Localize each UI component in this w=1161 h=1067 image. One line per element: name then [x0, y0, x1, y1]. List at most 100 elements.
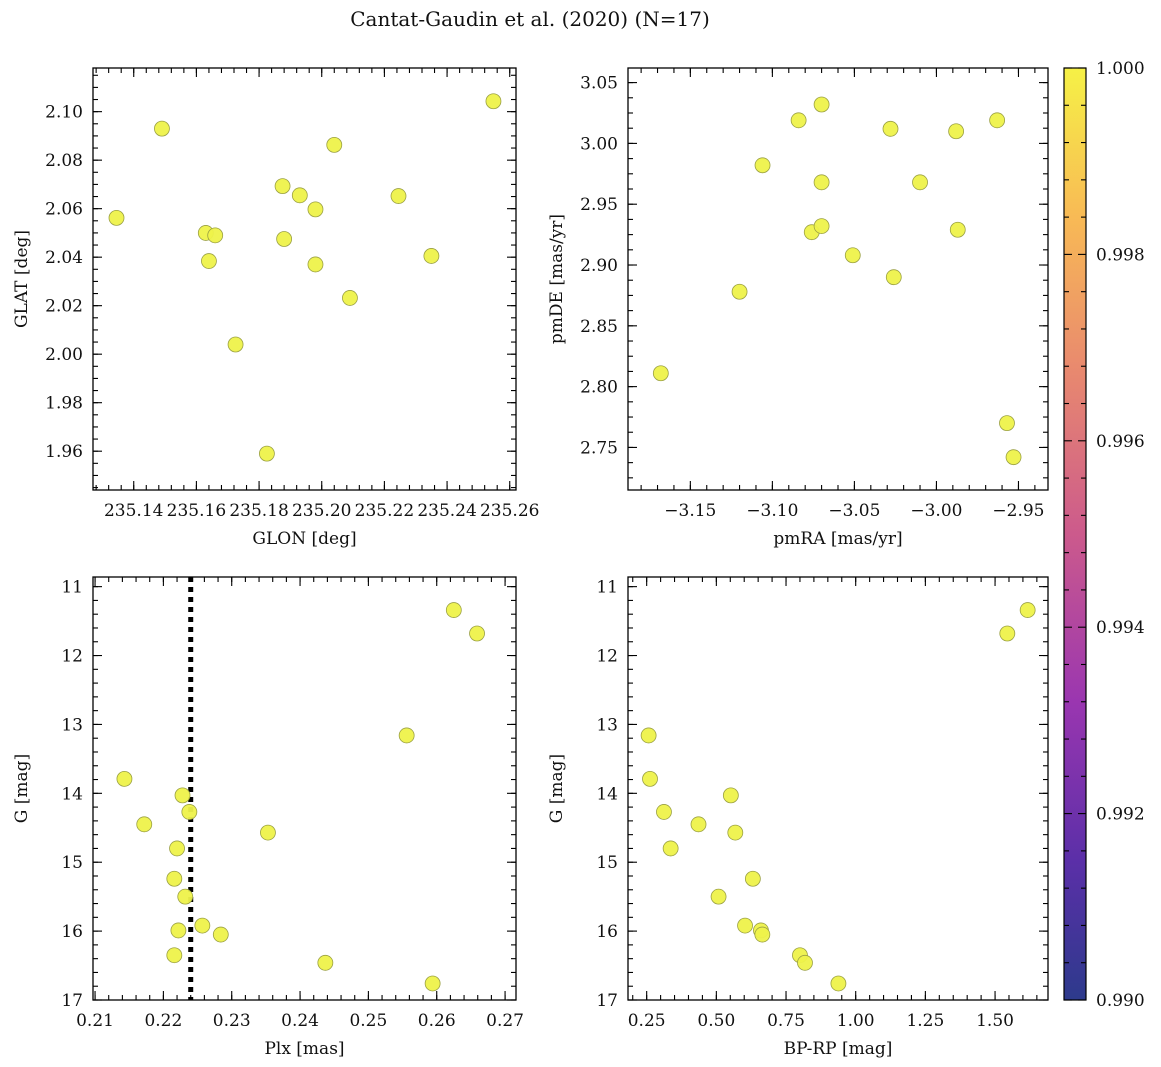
colorbar-ticks: 0.990 0.992 0.994 0.996 0.998 1.000: [1064, 59, 1145, 1011]
data-point: [1019, 602, 1036, 618]
data-point: [642, 770, 658, 787]
data-point: [424, 975, 441, 992]
y-tick-label: 15: [61, 853, 83, 873]
data-point: [727, 824, 744, 841]
data-point: [177, 888, 194, 905]
data-point: [326, 136, 343, 153]
y-tick-label: 14: [61, 784, 83, 804]
plot-frame: [627, 67, 1049, 491]
data-point: [169, 840, 185, 857]
colorbar-tick-label: 0.990: [1096, 991, 1145, 1011]
x-tick-label: −3.05: [828, 501, 880, 521]
y-axis-label: pmDE [mas/yr]: [547, 214, 567, 344]
colorbar-tick-label: 1.000: [1096, 59, 1145, 79]
plot-frame: [92, 576, 517, 1001]
data-point: [690, 816, 707, 833]
y-tick-label: 11: [61, 578, 83, 598]
x-tick-label: 0.75: [767, 1011, 805, 1031]
x-tick-label: 0.23: [213, 1011, 251, 1031]
data-point: [754, 926, 771, 943]
y-tick-label: 15: [596, 853, 618, 873]
x-tick-label: 235.16: [167, 501, 226, 521]
y-tick-label: 17: [596, 991, 618, 1011]
data-point: [307, 201, 324, 218]
data-point: [390, 188, 407, 204]
panel-1: 235.14 235.16 235.18 235.20 235.22 235.24 235.…: [12, 67, 539, 549]
y-tick-label: 3.05: [580, 74, 618, 94]
x-tick-label: 0.26: [418, 1011, 456, 1031]
data-point: [154, 120, 170, 137]
data-point: [201, 253, 217, 269]
data-point: [260, 824, 276, 841]
y-tick-label: 12: [61, 647, 83, 667]
y-tick-label: 1.98: [45, 394, 83, 414]
y-tick-label: 13: [61, 715, 83, 735]
data-point: [108, 209, 125, 226]
y-tick-label: 16: [61, 922, 83, 942]
y-tick-label: 2.08: [45, 151, 83, 171]
data-point: [844, 247, 861, 264]
data-point: [445, 602, 462, 618]
y-axis-label: G [mag]: [12, 754, 32, 823]
y-tick-label: 2.04: [45, 248, 83, 268]
y-tick-label: 2.00: [45, 345, 83, 365]
x-tick-label: 0.25: [349, 1011, 387, 1031]
data-point: [813, 218, 830, 234]
data-point: [999, 415, 1015, 432]
panel-2: −3.15 −3.10 −3.05 −3.00 −2.95 2.75 2.80 2.85 2.9…: [547, 67, 1049, 549]
x-tick-label: −3.00: [910, 501, 962, 521]
y-tick-label: 2.85: [580, 317, 618, 337]
y-tick-label: 2.80: [580, 378, 618, 398]
x-axis-label: GLON [deg]: [252, 529, 356, 549]
data-point: [194, 917, 211, 934]
data-point: [170, 922, 187, 939]
data-point: [912, 174, 928, 191]
y-tick-label: 2.02: [45, 297, 83, 317]
panel-3: 0.21 0.22 0.23 0.24 0.25 0.26 0.27 11 12 13 14 15 16…: [12, 576, 524, 1059]
data-point: [166, 947, 183, 964]
data-point: [317, 954, 334, 971]
y-tick-label: 17: [61, 991, 83, 1011]
x-tick-label: 0.50: [697, 1011, 735, 1031]
data-point: [227, 336, 244, 353]
y-tick-label: 13: [596, 715, 618, 735]
x-tick-label: 235.18: [229, 501, 288, 521]
data-point: [999, 625, 1016, 642]
x-tick-label: 1.00: [837, 1011, 875, 1031]
panel-4: 0.25 0.50 0.75 1.00 1.25 1.50 11 12 13 14 15 16 17 BP…: [547, 576, 1049, 1059]
colorbar: 0.990 0.992 0.994 0.996 0.998 1.000: [1063, 59, 1145, 1011]
data-point: [790, 112, 807, 129]
data-point: [662, 840, 679, 857]
data-point: [181, 804, 198, 820]
figure-title: Cantat-Gaudin et al. (2020) (N=17): [350, 7, 710, 31]
x-tick-label: −3.15: [664, 501, 716, 521]
x-tick-label: 0.21: [76, 1011, 114, 1031]
y-tick-label: 12: [596, 647, 618, 667]
x-tick-label: 1.50: [976, 1011, 1014, 1031]
data-point: [989, 112, 1006, 129]
data-point: [885, 269, 902, 286]
x-axis-label: Plx [mas]: [264, 1039, 344, 1059]
y-tick-label: 3.00: [580, 134, 618, 154]
x-tick-label: 235.24: [417, 501, 476, 521]
data-point: [731, 283, 748, 300]
x-axis-label: BP-RP [mag]: [784, 1039, 893, 1059]
y-axis-label: G [mag]: [547, 754, 567, 823]
data-point: [166, 870, 183, 887]
colorbar-tick-label: 0.998: [1096, 245, 1145, 265]
x-tick-label: 235.14: [104, 501, 163, 521]
y-tick-label: 11: [596, 578, 618, 598]
data-point: [485, 93, 502, 110]
data-point: [342, 290, 358, 306]
data-point: [652, 365, 669, 382]
x-tick-label: 0.24: [281, 1011, 319, 1031]
x-tick-label: −3.10: [746, 501, 798, 521]
data-point: [469, 625, 485, 642]
colorbar-gradient: [1063, 67, 1087, 1001]
data-point: [307, 256, 324, 273]
data-point: [174, 787, 191, 804]
x-tick-label: 0.22: [144, 1011, 182, 1031]
panels: 235.14 235.16 235.18 235.20 235.22 235.24 235.…: [12, 67, 1049, 1059]
y-tick-label: 1.96: [45, 442, 83, 462]
